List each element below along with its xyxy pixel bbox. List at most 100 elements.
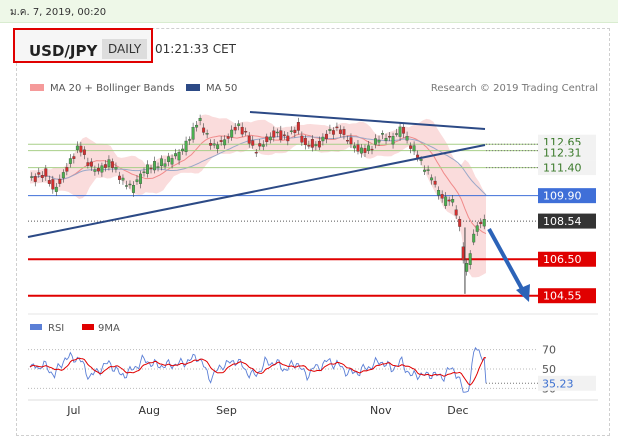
candle — [230, 129, 234, 138]
candle — [296, 122, 300, 131]
candle — [37, 172, 41, 175]
rsi-ma-line — [29, 357, 487, 386]
candle — [409, 145, 413, 149]
legend-9ma: 9MA — [98, 323, 120, 334]
price-label-104-55: 104.55 — [543, 290, 582, 303]
candle — [170, 158, 174, 165]
candle — [93, 169, 97, 172]
candle — [465, 263, 469, 272]
candle — [103, 164, 107, 168]
trendline-upper — [249, 111, 486, 130]
candle — [33, 176, 37, 182]
candle — [454, 209, 458, 216]
candle — [300, 135, 304, 143]
candle — [321, 136, 325, 142]
candle — [370, 148, 374, 151]
candle — [384, 138, 388, 141]
candle — [328, 129, 332, 131]
candle — [377, 139, 381, 143]
candle — [444, 196, 448, 206]
candle — [149, 167, 153, 170]
candle — [286, 135, 290, 142]
candle — [367, 145, 370, 151]
ma50-line — [29, 135, 487, 196]
candle — [233, 126, 237, 131]
legend-swatch-bollinger — [30, 84, 44, 91]
timeframe-badge[interactable]: DAILY — [102, 39, 148, 59]
candle — [363, 148, 367, 153]
candle — [142, 171, 146, 174]
candle — [345, 140, 349, 142]
candle — [202, 127, 206, 133]
candle — [191, 127, 195, 140]
candle — [47, 180, 51, 184]
legend-bollinger: MA 20 + Bollinger Bands — [50, 83, 174, 94]
ma20-line — [29, 133, 487, 235]
candle — [181, 148, 185, 152]
candle — [482, 219, 486, 227]
price-label-box-108-54 — [538, 213, 596, 229]
candle — [237, 123, 241, 126]
candle — [324, 133, 328, 140]
candle — [440, 194, 444, 199]
bollinger-band — [30, 114, 486, 278]
candle — [226, 136, 230, 139]
candle — [117, 175, 121, 180]
candle — [475, 225, 479, 232]
candle — [381, 133, 384, 135]
candle — [223, 139, 227, 146]
candle — [349, 137, 353, 145]
candle — [258, 143, 262, 147]
candle — [240, 126, 244, 135]
candle — [398, 126, 402, 137]
candle — [293, 129, 297, 133]
candle — [61, 172, 65, 179]
candle — [177, 151, 181, 161]
candle — [423, 169, 427, 172]
candle — [89, 161, 93, 167]
candle — [391, 136, 395, 145]
candle — [338, 129, 342, 134]
price-label-106-50: 106.50 — [543, 253, 582, 266]
price-label-109-90: 109.90 — [543, 190, 582, 203]
legend-ma50: MA 50 — [206, 83, 237, 94]
candle — [279, 130, 283, 140]
candle — [468, 253, 472, 265]
candle — [335, 126, 339, 129]
candle — [317, 140, 321, 148]
price-label-box-111-40 — [538, 160, 596, 176]
candle — [107, 159, 111, 167]
candle — [331, 130, 335, 135]
candle — [430, 177, 434, 181]
rsi-line — [29, 346, 487, 393]
candle — [58, 178, 62, 184]
legend-swatch-ma50 — [186, 84, 200, 91]
candle — [72, 156, 76, 159]
candle — [472, 233, 476, 243]
x-tick-dec: Dec — [447, 404, 468, 417]
candle — [51, 179, 55, 190]
rsi-tick-70: 70 — [542, 344, 556, 357]
candle — [360, 147, 363, 154]
candle — [289, 130, 293, 132]
candle — [219, 140, 223, 142]
forecast-arrow-head — [516, 284, 530, 302]
candle — [451, 199, 455, 203]
candle — [356, 144, 360, 152]
candle — [128, 183, 132, 186]
x-tick-aug: Aug — [139, 404, 160, 417]
candle — [65, 167, 69, 172]
legend-swatch-rsi — [30, 324, 42, 330]
rsi-current-label: 35.23 — [542, 377, 574, 390]
candle — [96, 167, 100, 172]
candle — [272, 130, 276, 138]
price-label-box-109-90 — [538, 188, 596, 204]
legend-rsi: RSI — [48, 323, 64, 334]
candle — [121, 177, 125, 181]
candle — [282, 134, 286, 136]
price-label-box-104-55 — [538, 288, 596, 304]
candle — [479, 222, 483, 225]
candle — [79, 145, 83, 153]
rsi-tick-50: 50 — [542, 363, 556, 376]
